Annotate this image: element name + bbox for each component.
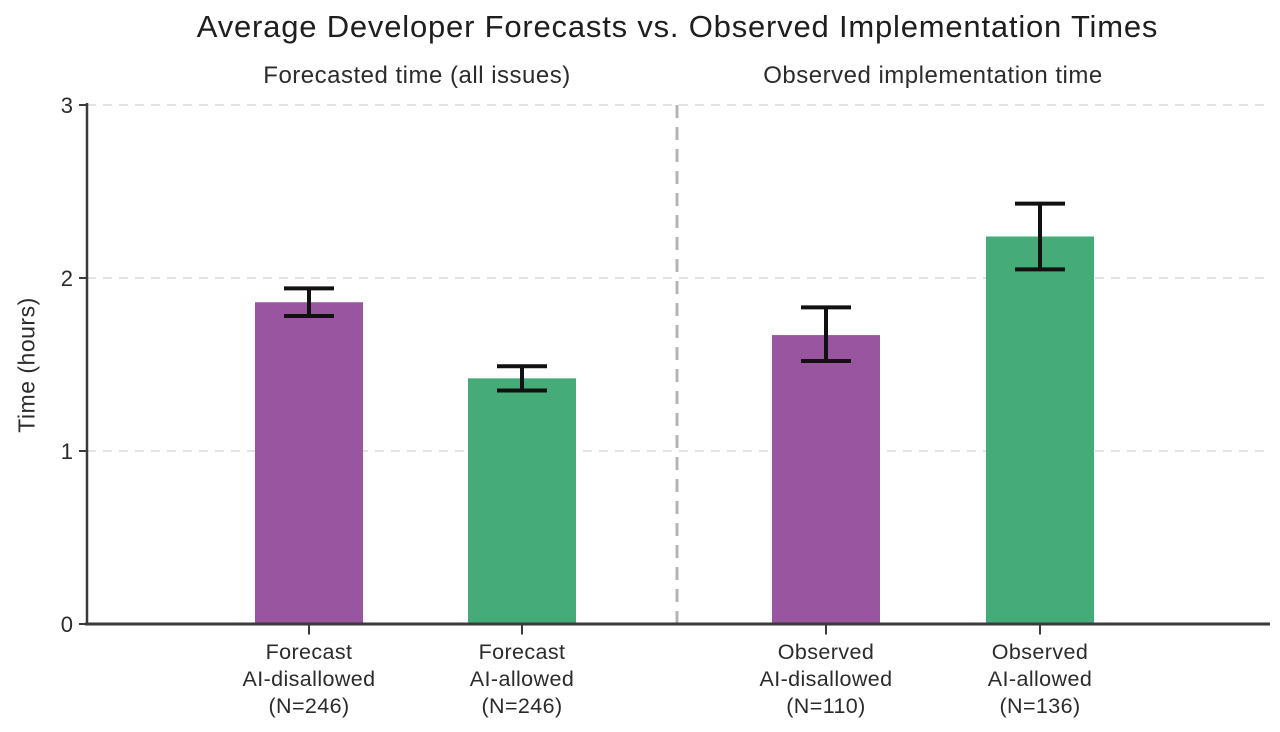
x-tick-label-0-line-2: (N=246) (268, 694, 349, 718)
bar-observed-ai-disallowed-n110 (772, 335, 880, 624)
x-tick-label-2-line-1: AI-disallowed (759, 667, 892, 691)
x-tick-label-3-line-2: (N=136) (999, 694, 1080, 718)
y-tick-label-0: 0 (61, 612, 73, 637)
chart-title: Average Developer Forecasts vs. Observed… (196, 9, 1159, 44)
bar-forecast-ai-disallowed-n246 (255, 302, 363, 624)
x-tick-label-0-line-1: AI-disallowed (242, 667, 375, 691)
x-tick-label-3-line-1: AI-allowed (988, 667, 1092, 691)
bar-forecast-ai-allowed-n246 (468, 378, 576, 624)
y-tick-label-3: 3 (61, 93, 73, 118)
bar-observed-ai-allowed-n136 (986, 236, 1094, 625)
x-tick-label-3-line-0: Observed (992, 640, 1088, 664)
panel-title-forecasted: Forecasted time (all issues) (263, 62, 571, 89)
x-tick-label-0-line-0: Forecast (266, 640, 353, 664)
x-tick-label-2-line-0: Observed (778, 640, 874, 664)
y-tick-label-1: 1 (61, 439, 73, 464)
x-tick-label-2-line-2: (N=110) (786, 694, 865, 718)
x-tick-label-1-line-0: Forecast (479, 640, 566, 664)
y-tick-label-2: 2 (61, 266, 73, 291)
x-tick-label-1-line-1: AI-allowed (470, 667, 574, 691)
panel-title-observed: Observed implementation time (763, 62, 1103, 89)
x-tick-label-1-line-2: (N=246) (481, 694, 562, 718)
